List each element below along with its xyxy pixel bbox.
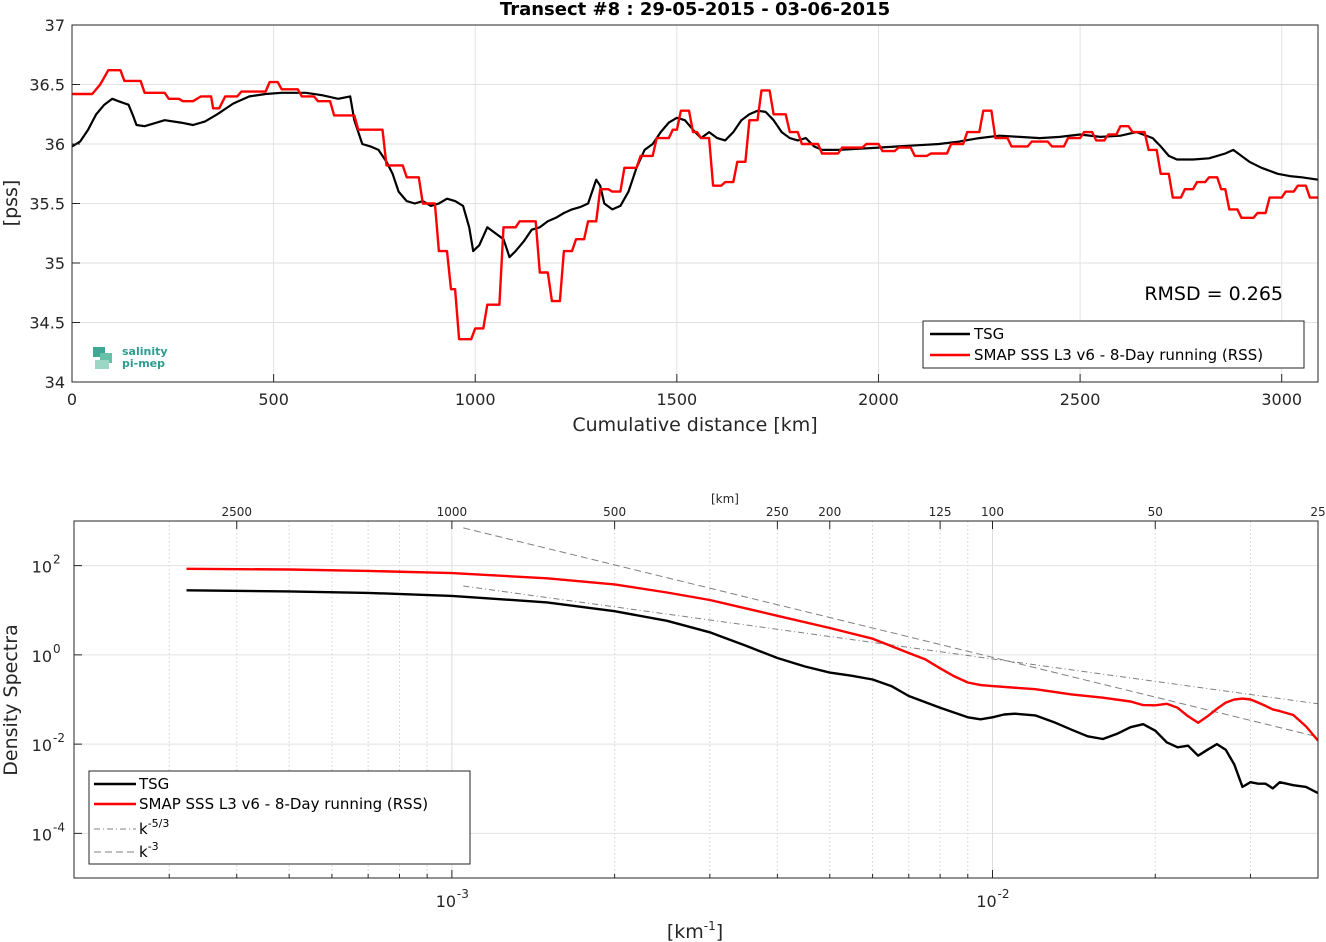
top-x-tick-label: 1500 [656,390,697,409]
top-axis-km-label: [km] [711,492,739,506]
bottom-series-smap-line [186,567,1318,742]
k53-label-main: k [139,820,148,838]
top-km-tick-label: 50 [1148,505,1163,519]
bottom-x-label-exp: -1 [704,919,716,933]
bottom-legend-smap-label: SMAP SSS L3 v6 - 8-Day running (RSS) [139,795,428,813]
top-x-tick-label: 0 [67,390,77,409]
top-x-tick-label: 500 [258,390,289,409]
bottom-plot-frame [73,520,1319,879]
top-km-tick-label: 1000 [437,505,468,519]
top-y-tick-label: 35.5 [29,195,65,214]
bottom-y-tick-exponent: 2 [53,553,61,567]
logo-text-salinity: salinity [122,345,168,358]
chart-title: Transect #8 : 29-05-2015 - 03-06-2015 [500,0,890,20]
bottom-legend-k3-label: k-3 [139,840,159,861]
top-x-axis-label: Cumulative distance [km] [572,414,817,436]
bottom-series-tsg-line [186,589,1318,795]
bottom-x-label-close: ] [716,921,723,942]
bottom-y-tick-exponent: -2 [53,731,65,745]
top-y-axis-label: [pss] [0,180,22,227]
bottom-y-tick-label: 10 [32,558,52,577]
top-km-tick-label: 25 [1310,505,1325,519]
bottom-y-tick-label: 10 [32,647,52,666]
salinity-pi-mep-logo: salinity pi-mep [93,345,168,370]
k3-label-exp: -3 [148,840,159,853]
logo-text-pi-mep: pi-mep [122,357,165,370]
top-x-tick-label: 1000 [455,390,496,409]
top-series-group [71,69,1319,341]
k53-label-exp: -5/3 [148,817,170,830]
bottom-legend: TSG SMAP SSS L3 v6 - 8-Day running (RSS)… [88,770,471,865]
bottom-x-label-main: [km [667,921,704,942]
bottom-series-group [186,527,1318,795]
bottom-legend-k53-label: k-5/3 [139,817,169,838]
top-y-tick-label: 35 [45,254,65,273]
top-x-tick-label: 2500 [1060,390,1101,409]
bottom-legend-tsg-label: TSG [138,775,169,793]
top-chart: 0 500 1000 1500 2000 2500 3000 34 34.5 35 35.5 36 36… [0,0,1319,436]
top-series-tsg-line [71,91,1319,259]
bottom-y-axis-label: Density Spectra [0,624,22,775]
logo-block-3 [95,360,109,369]
bottom-y-tick-exponent: -4 [53,820,65,834]
top-km-tick-label: 500 [603,505,626,519]
logo-block-2 [100,353,112,363]
top-ticks: 0 500 1000 1500 2000 2500 3000 34 34.5 35 35.5 36 36… [29,16,1302,409]
top-legend-box [922,320,1305,369]
bottom-legend-box [88,770,471,865]
bottom-y-tick-label: 10 [32,736,52,755]
top-km-tick-label: 100 [981,505,1004,519]
bottom-series-k3-line [463,527,1318,738]
top-legend-smap-label: SMAP SSS L3 v6 - 8-Day running (RSS) [974,346,1263,364]
top-y-tick-label: 36.5 [29,76,65,95]
bottom-x-axis-label: [km-1] [667,919,723,942]
top-x-tick-label: 3000 [1261,390,1302,409]
k3-label-main: k [139,843,148,861]
bottom-x-tick-exponent: -3 [457,887,469,901]
top-y-tick-label: 36 [45,135,65,154]
top-y-tick-label: 34 [45,373,65,392]
top-km-tick-label: 250 [766,505,789,519]
logo-block-1 [93,347,105,357]
bottom-x-tick-exponent: -2 [998,887,1010,901]
bottom-y-tick-exponent: 0 [53,642,61,656]
top-km-tick-label: 200 [818,505,841,519]
top-km-tick-label: 125 [929,505,952,519]
top-y-tick-label: 37 [45,16,65,35]
top-y-tick-label: 34.5 [29,314,65,333]
rmsd-annotation: RMSD = 0.265 [1144,283,1283,305]
top-series-smap-line [72,69,1318,341]
top-legend: TSG SMAP SSS L3 v6 - 8-Day running (RSS) [922,320,1305,369]
top-km-tick-label: 2500 [221,505,252,519]
bottom-x-tick-label: 10 [436,892,456,911]
top-x-tick-label: 2000 [858,390,899,409]
bottom-x-tick-label: 10 [976,892,996,911]
bottom-y-tick-label: 10 [32,825,52,844]
top-legend-tsg-label: TSG [973,325,1004,343]
